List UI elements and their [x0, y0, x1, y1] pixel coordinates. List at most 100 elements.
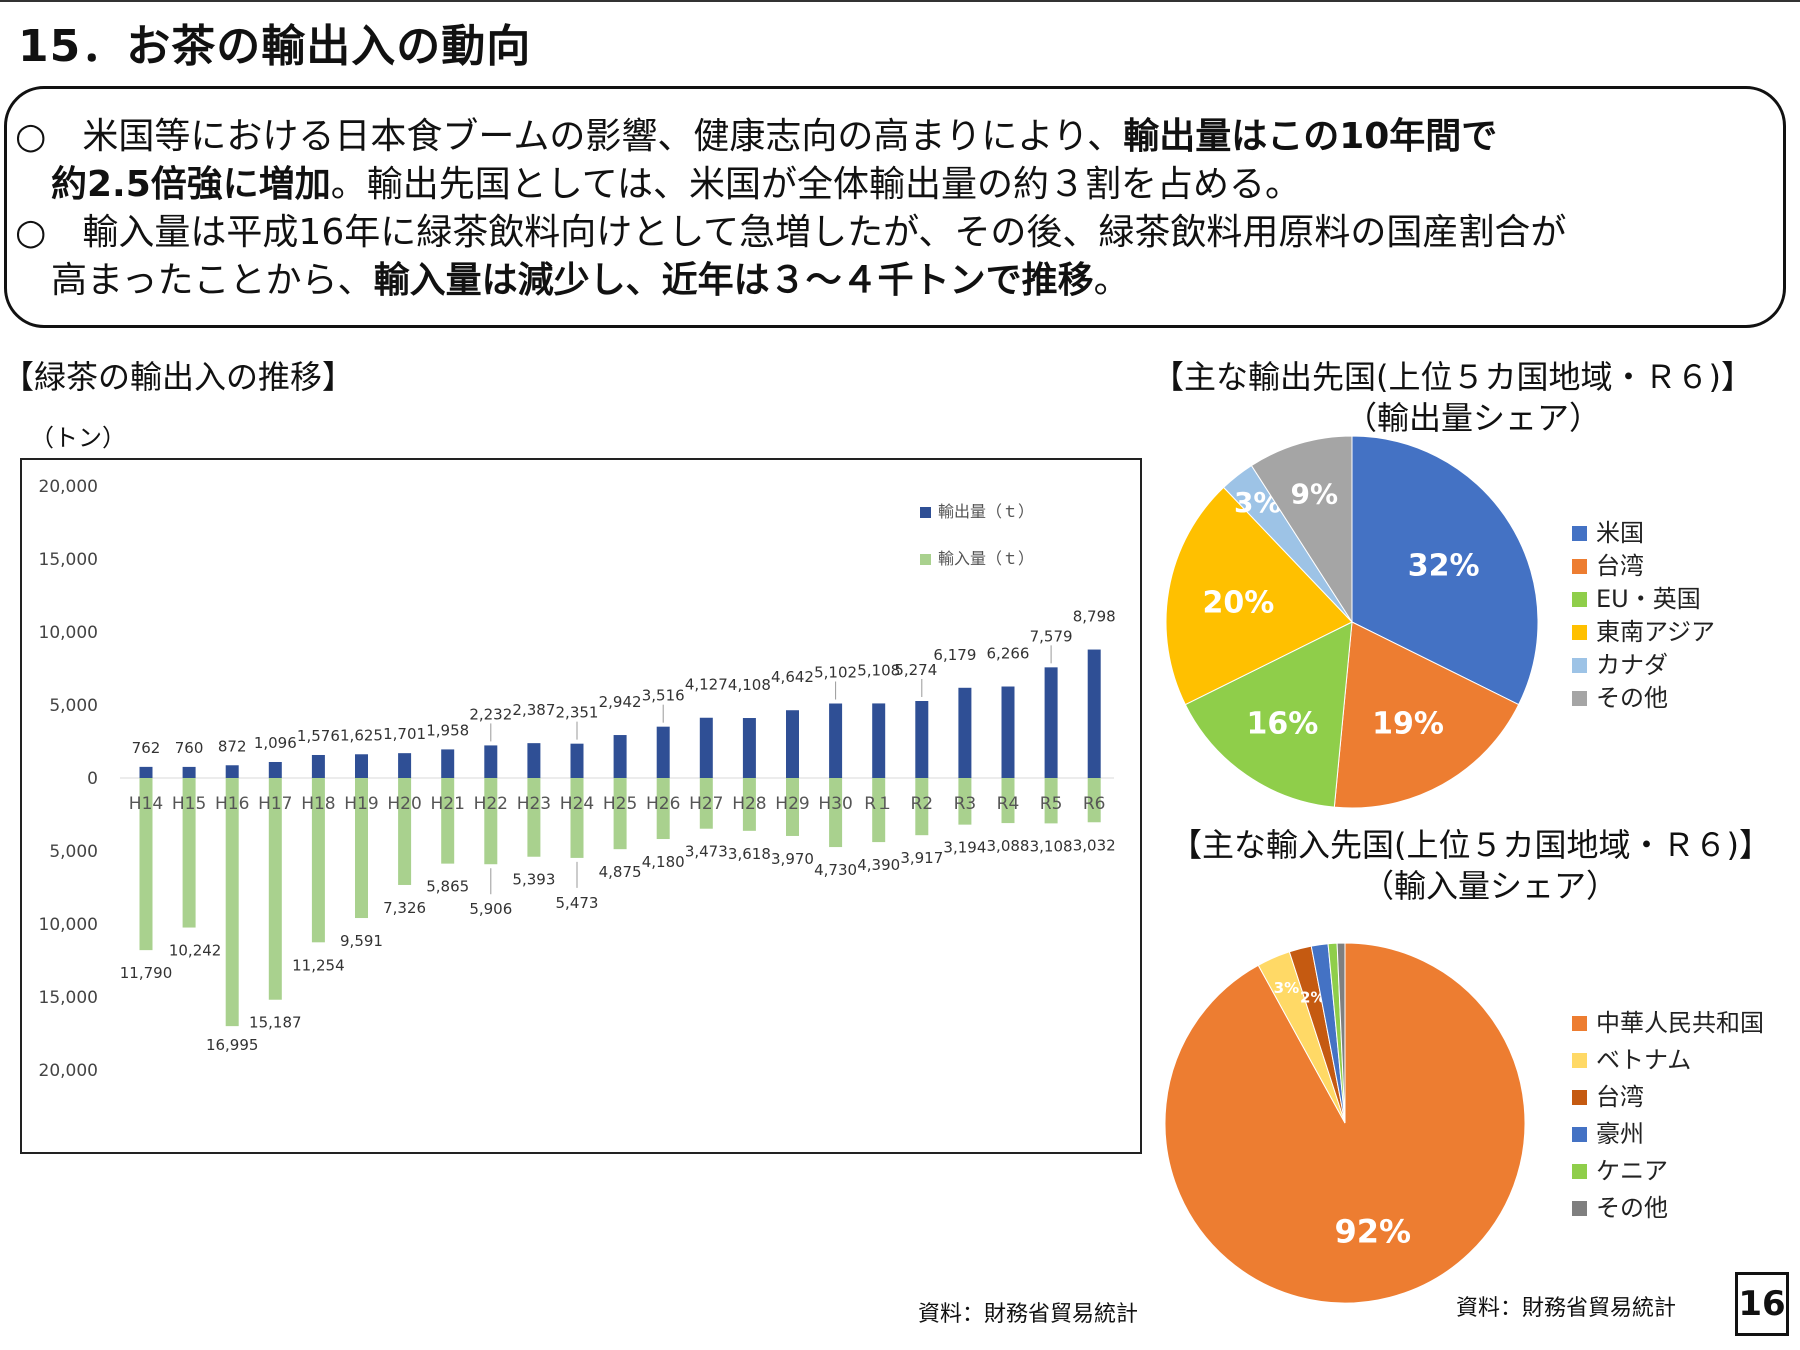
legend-label: 台湾 [1596, 1083, 1644, 1111]
import-data-label: 3,473 [685, 843, 728, 861]
pie-slice [1184, 621, 1353, 808]
y-tick-label: 20,000 [39, 1061, 98, 1081]
x-tick-label: H28 [732, 794, 766, 814]
pie-slice [1333, 621, 1520, 809]
import-pie-title: 【主な輸入先国(上位５カ国地域・Ｒ６)】 [1170, 826, 1771, 864]
import-bar [441, 778, 455, 864]
export-data-label: 1,958 [426, 721, 469, 739]
export-data-label: 3,516 [642, 687, 685, 705]
legend-label-export: 輸出量（ｔ） [938, 502, 1034, 521]
summary-line-1: ○ 米国等における日本食ブームの影響、健康志向の高まりにより、輸出量はこの10年… [15, 113, 1497, 161]
export-data-label: 1,096 [254, 734, 297, 752]
export-data-label: 2,232 [469, 705, 512, 723]
import-data-label: 4,180 [642, 853, 685, 871]
export-pie-subtitle: （輸出量シェア） [1345, 399, 1602, 437]
export-bar [139, 766, 153, 778]
summary-text: 米国等における日本食ブームの影響、健康志向の高まりにより、 [46, 116, 1124, 157]
import-data-label: 4,390 [857, 856, 900, 874]
export-bar [355, 754, 368, 778]
pie-data-label: 92% [1334, 1212, 1411, 1250]
export-data-label: 7,579 [1030, 627, 1073, 645]
legend-swatch [1572, 1127, 1587, 1142]
pie-data-label: 16% [1246, 707, 1318, 742]
export-bar [613, 735, 627, 778]
import-bar [527, 778, 541, 857]
pie-data-label: 2% [1300, 989, 1325, 1007]
x-tick-label: H29 [775, 794, 809, 814]
x-tick-label: H18 [301, 794, 335, 814]
legend-swatch [1572, 592, 1587, 607]
summary-text: 。 [1093, 260, 1130, 301]
export-data-label: 6,179 [933, 646, 976, 664]
export-pie-chart: 32%19%16%20%3% 9% [1165, 435, 1539, 809]
x-tick-label: H21 [430, 794, 464, 814]
import-bar [355, 778, 368, 919]
export-data-label: 6,266 [987, 645, 1030, 663]
export-data-label: 2,351 [556, 704, 599, 722]
legend-swatch [1572, 526, 1587, 541]
x-tick-label: H19 [344, 794, 378, 814]
import-bar [829, 778, 843, 848]
legend-label: 台湾 [1596, 552, 1644, 580]
y-tick-label: 10,000 [39, 915, 98, 935]
source-note: 資料：財務省貿易統計 [918, 1302, 1139, 1327]
import-data-label: 9,591 [340, 932, 383, 950]
summary-emphasis: 約2.5倍強に増加 [51, 164, 331, 205]
x-tick-label: R3 [954, 794, 977, 814]
y-axis-unit: （トン） [30, 424, 126, 452]
import-data-label: 11,254 [292, 956, 345, 974]
import-data-label: 5,906 [469, 900, 512, 918]
export-data-label: 5,102 [814, 664, 857, 682]
export-bar [656, 726, 670, 778]
y-tick-label: 20,000 [39, 477, 98, 497]
import-data-label: 3,108 [1030, 837, 1073, 855]
import-data-label: 7,326 [383, 899, 426, 917]
import-data-label: 15,187 [249, 1014, 302, 1032]
pie-data-label: 3% [1274, 979, 1299, 997]
import-data-label: 3,970 [771, 850, 814, 868]
summary-text: 。輸出先国としては、米国が全体輸出量の約３割を占める。 [330, 164, 1301, 205]
export-pie-legend: 米国 台湾 EU・英国 東南アジア カナダ その他 [1572, 518, 1772, 718]
import-bar [1001, 778, 1015, 824]
pie-slice [1165, 486, 1353, 706]
export-bar [872, 703, 886, 778]
import-bar [570, 778, 584, 858]
export-bar [311, 754, 325, 778]
x-tick-label: H25 [603, 794, 637, 814]
legend-swatch [1572, 559, 1587, 574]
legend-swatch [1572, 691, 1587, 706]
x-tick-label: R2 [910, 794, 933, 814]
export-bar [570, 743, 584, 778]
summary-emphasis: 輸出量はこの10年間で [1123, 116, 1498, 157]
export-bar [441, 749, 455, 778]
legend-label: その他 [1596, 1194, 1668, 1222]
bullet-mark: ○ [15, 116, 47, 157]
x-tick-label: R4 [997, 794, 1020, 814]
import-bar [915, 778, 929, 836]
import-pie-subtitle: （輸入量シェア） [1362, 867, 1619, 905]
import-data-label: 4,730 [814, 861, 857, 879]
import-data-label: 4,875 [599, 863, 642, 881]
legend-label: 豪州 [1596, 1120, 1644, 1148]
legend-swatch [1572, 1164, 1587, 1179]
export-data-label: 4,127 [685, 676, 728, 694]
export-bar [915, 700, 929, 778]
summary-text: 輸入量は平成16年に緑茶飲料向けとして急増したが、その後、緑茶飲料用原料の国産割… [46, 212, 1567, 253]
legend-swatch [1572, 1201, 1587, 1216]
import-data-label: 5,393 [512, 871, 555, 889]
export-bar [958, 687, 972, 778]
summary-text: 高まったことから、 [51, 260, 374, 301]
export-data-label: 1,625 [340, 726, 383, 744]
import-data-label: 3,032 [1073, 836, 1116, 854]
y-tick-label: 0 [87, 769, 98, 789]
export-bar [398, 753, 412, 778]
legend-label: カナダ [1596, 651, 1668, 679]
legend-label: その他 [1596, 684, 1668, 712]
bar-chart-svg: 20,000 15,000 10,000 5,000 0 5,000 10,000 15,00… [39, 477, 1116, 1081]
export-data-label: 1,701 [383, 725, 426, 743]
legend-label: 中華人民共和国 [1596, 1009, 1764, 1037]
x-tick-label: R6 [1083, 794, 1106, 814]
export-data-label: 4,108 [728, 676, 771, 694]
export-bar [742, 718, 756, 778]
x-tick-label: H16 [215, 794, 249, 814]
